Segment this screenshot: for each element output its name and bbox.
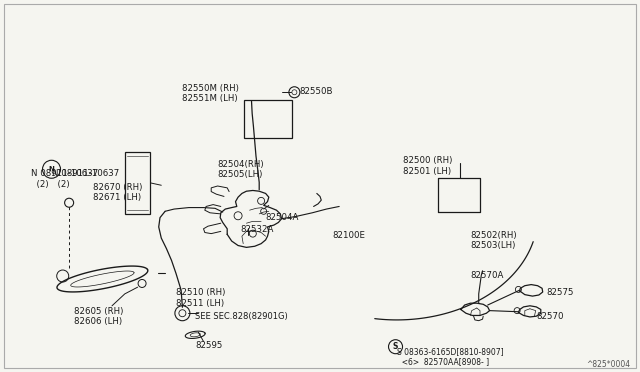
Text: N 08911-10637
  (2): N 08911-10637 (2) xyxy=(31,169,98,189)
Text: 82670 (RH)
82671 (LH): 82670 (RH) 82671 (LH) xyxy=(93,183,142,202)
Text: 82504(RH)
82505(LH): 82504(RH) 82505(LH) xyxy=(218,160,264,179)
Text: S: S xyxy=(393,342,398,351)
Text: 82570: 82570 xyxy=(536,312,564,321)
Text: 82595: 82595 xyxy=(195,341,223,350)
Text: 82510 (RH)
82511 (LH): 82510 (RH) 82511 (LH) xyxy=(176,288,225,308)
Bar xyxy=(125,152,150,214)
Text: N: N xyxy=(49,166,54,172)
Text: ^825*0004: ^825*0004 xyxy=(586,360,630,369)
Text: 82550B: 82550B xyxy=(300,87,333,96)
Text: 82100E: 82100E xyxy=(333,231,366,240)
Text: 82605 (RH)
82606 (LH): 82605 (RH) 82606 (LH) xyxy=(74,307,123,326)
Text: 82502(RH)
82503(LH): 82502(RH) 82503(LH) xyxy=(470,231,517,250)
Bar xyxy=(244,100,292,138)
Text: 82575: 82575 xyxy=(546,288,573,297)
Text: N 08911-10637
  (2): N 08911-10637 (2) xyxy=(52,169,120,189)
Text: S 08363-6165D[8810-8907]
  <6>  82570AA[8908- ]: S 08363-6165D[8810-8907] <6> 82570AA[890… xyxy=(397,347,504,366)
Text: 82504A: 82504A xyxy=(266,213,299,222)
Text: 82570A: 82570A xyxy=(470,271,504,280)
Text: 82550M (RH)
82551M (LH): 82550M (RH) 82551M (LH) xyxy=(182,84,239,103)
Text: SEE SEC.828(82901G): SEE SEC.828(82901G) xyxy=(195,312,288,321)
Text: 82532A: 82532A xyxy=(240,225,273,234)
Text: 82500 (RH)
82501 (LH): 82500 (RH) 82501 (LH) xyxy=(403,156,452,176)
